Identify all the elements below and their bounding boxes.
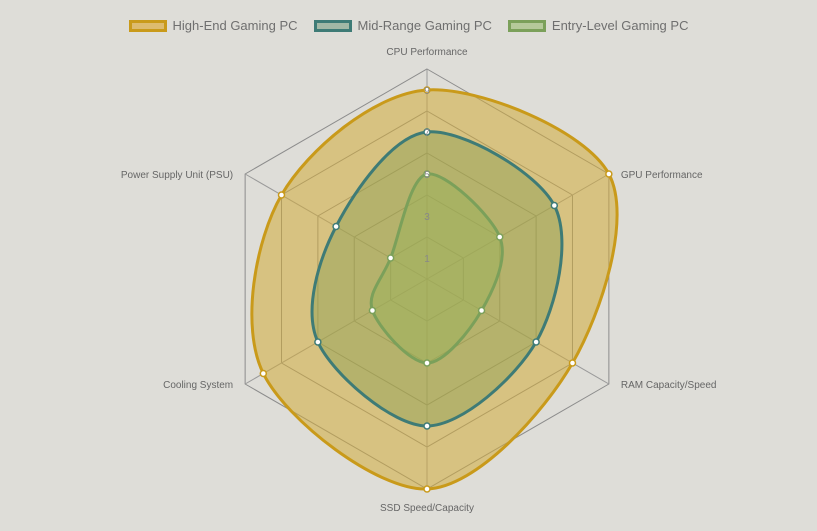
- data-point-entry-level-gaming-pc-ram-capacity-speed: [477, 306, 486, 315]
- data-point-high-end-gaming-pc-power-supply-unit-psu: [277, 191, 286, 199]
- legend-swatch-entry-level: [507, 19, 546, 32]
- data-point-high-end-gaming-pc-ssd-speed-capacity: [423, 485, 431, 493]
- tick-label-5: 5: [424, 170, 430, 181]
- tick-label-9: 9: [424, 86, 430, 97]
- axis-label-ssd-speed-capacity: SSD Speed/Capacity: [380, 503, 474, 514]
- data-point-high-end-gaming-pc-gpu-performance: [605, 170, 613, 178]
- data-point-high-end-gaming-pc-cooling-system: [259, 369, 268, 378]
- data-point-mid-range-gaming-pc-power-supply-unit-psu: [332, 222, 340, 231]
- data-point-entry-level-gaming-pc-power-supply-unit-psu: [386, 254, 395, 262]
- axis-label-gpu-performance: GPU Performance: [621, 170, 703, 181]
- legend-label-entry-level: Entry-Level Gaming PC: [551, 18, 689, 33]
- axis-label-cpu-performance: CPU Performance: [386, 47, 468, 58]
- legend-swatch-high-end: [128, 19, 167, 32]
- legend-item-entry-level[interactable]: Entry-Level Gaming PC: [505, 18, 692, 33]
- axis-labels: CPU Performance GPU Performance RAM Capaci…: [121, 47, 717, 514]
- axis-label-power-supply-unit-psu: Power Supply Unit (PSU): [121, 170, 233, 181]
- radar-series: [250, 86, 619, 493]
- data-point-entry-level-gaming-pc-cpu-performance: [423, 170, 431, 178]
- data-point-mid-range-gaming-pc-ram-capacity-speed: [532, 338, 540, 346]
- legend-item-high-end[interactable]: High-End Gaming PC: [126, 18, 301, 33]
- legend-label-mid-range: Mid-Range Gaming PC: [357, 18, 492, 33]
- legend-item-mid-range[interactable]: Mid-Range Gaming PC: [311, 18, 495, 33]
- legend-label-high-end: High-End Gaming PC: [172, 18, 298, 33]
- tick-label-7: 7: [424, 128, 430, 139]
- data-point-high-end-gaming-pc-ram-capacity-speed: [568, 359, 577, 367]
- chart-legend: High-End Gaming PC Mid-Range Gaming PC E…: [0, 18, 817, 33]
- axis-label-ram-capacity-speed: RAM Capacity/Speed: [621, 380, 717, 391]
- tick-label-1: 1: [424, 254, 430, 265]
- data-point-high-end-gaming-pc-cpu-performance: [423, 86, 431, 94]
- data-point-entry-level-gaming-pc-ssd-speed-capacity: [423, 359, 431, 367]
- data-point-mid-range-gaming-pc-gpu-performance: [550, 201, 559, 210]
- legend-swatch-mid-range: [313, 19, 352, 32]
- data-point-mid-range-gaming-pc-cpu-performance: [423, 128, 431, 136]
- radial-ticks: 1 3 5 7 9: [424, 86, 430, 265]
- tick-label-3: 3: [424, 212, 430, 223]
- data-point-entry-level-gaming-pc-cooling-system: [368, 306, 377, 315]
- data-point-mid-range-gaming-pc-ssd-speed-capacity: [423, 422, 431, 430]
- axis-label-cooling-system: Cooling System: [163, 380, 233, 391]
- data-point-mid-range-gaming-pc-cooling-system: [314, 338, 322, 346]
- data-point-entry-level-gaming-pc-gpu-performance: [496, 233, 504, 241]
